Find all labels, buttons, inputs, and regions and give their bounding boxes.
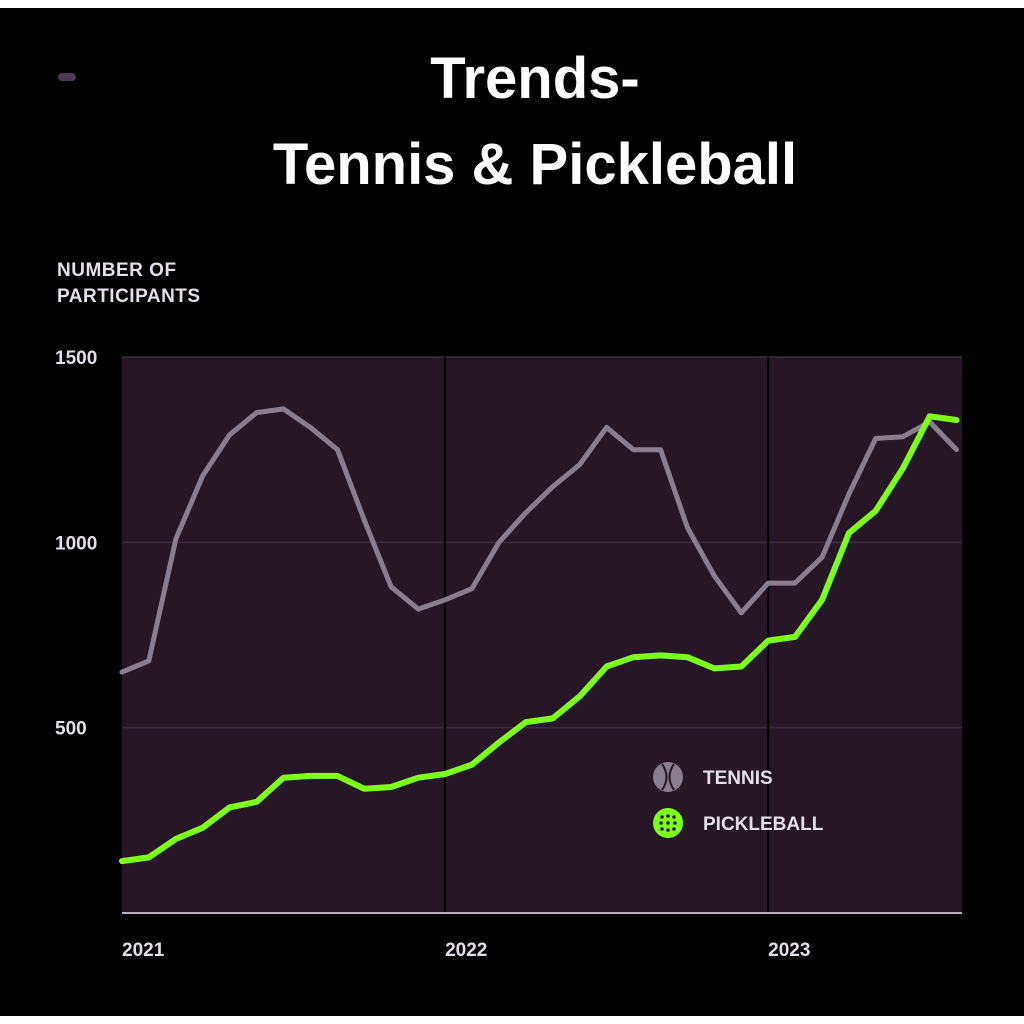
pickleball-hole-icon	[673, 821, 677, 825]
y-tick-label: 500	[55, 719, 87, 740]
legend-label-pickleball: PICKLEBALL	[703, 814, 824, 835]
y-tick-label: 1000	[55, 533, 97, 554]
series-line-tennis	[119, 406, 959, 675]
y-axis-label-line-1: NUMBER OF	[57, 260, 177, 281]
plot-area	[122, 357, 962, 913]
chart-title: Trends- Tennis & Pickleball	[0, 36, 1024, 208]
pickleball-hole-icon	[659, 821, 663, 825]
x-tick-label: 2023	[768, 940, 810, 961]
series-line-pickleball	[119, 413, 960, 865]
pickleball-hole-icon	[660, 827, 664, 831]
pickleball-hole-icon	[672, 827, 676, 831]
tennis-ball-icon	[653, 762, 683, 792]
legend-label-tennis: TENNIS	[703, 768, 773, 789]
artifact-mark	[58, 73, 76, 81]
pickleball-hole-icon	[666, 828, 670, 832]
pickleball-hole-icon	[660, 815, 664, 819]
tennis-seam-icon	[661, 763, 668, 791]
tennis-seam-icon	[668, 763, 675, 791]
y-tick-label: 1500	[55, 348, 97, 369]
y-axis-label: NUMBER OF PARTICIPANTS	[57, 258, 201, 310]
pickleball-hole-icon	[666, 821, 670, 825]
title-line-2: Tennis & Pickleball	[272, 132, 798, 197]
title-line-1: Trends-	[430, 46, 640, 111]
x-tick-label: 2021	[122, 940, 165, 961]
x-tick-label: 2022	[445, 940, 487, 961]
pickleball-hole-icon	[672, 815, 676, 819]
pickleball-hole-icon	[666, 814, 670, 818]
y-axis-label-line-2: PARTICIPANTS	[57, 286, 201, 307]
